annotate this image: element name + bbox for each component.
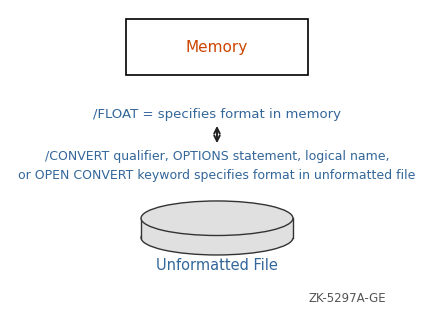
Text: Memory: Memory xyxy=(186,40,248,55)
Text: /FLOAT = specifies format in memory: /FLOAT = specifies format in memory xyxy=(93,108,341,121)
Text: Unformatted File: Unformatted File xyxy=(156,258,278,273)
Bar xyxy=(126,19,308,75)
Ellipse shape xyxy=(141,220,293,255)
Text: ZK-5297A-GE: ZK-5297A-GE xyxy=(309,292,386,305)
Text: /CONVERT qualifier, OPTIONS statement, logical name,
or OPEN CONVERT keyword spe: /CONVERT qualifier, OPTIONS statement, l… xyxy=(18,150,416,182)
Polygon shape xyxy=(141,218,293,238)
Ellipse shape xyxy=(141,201,293,236)
